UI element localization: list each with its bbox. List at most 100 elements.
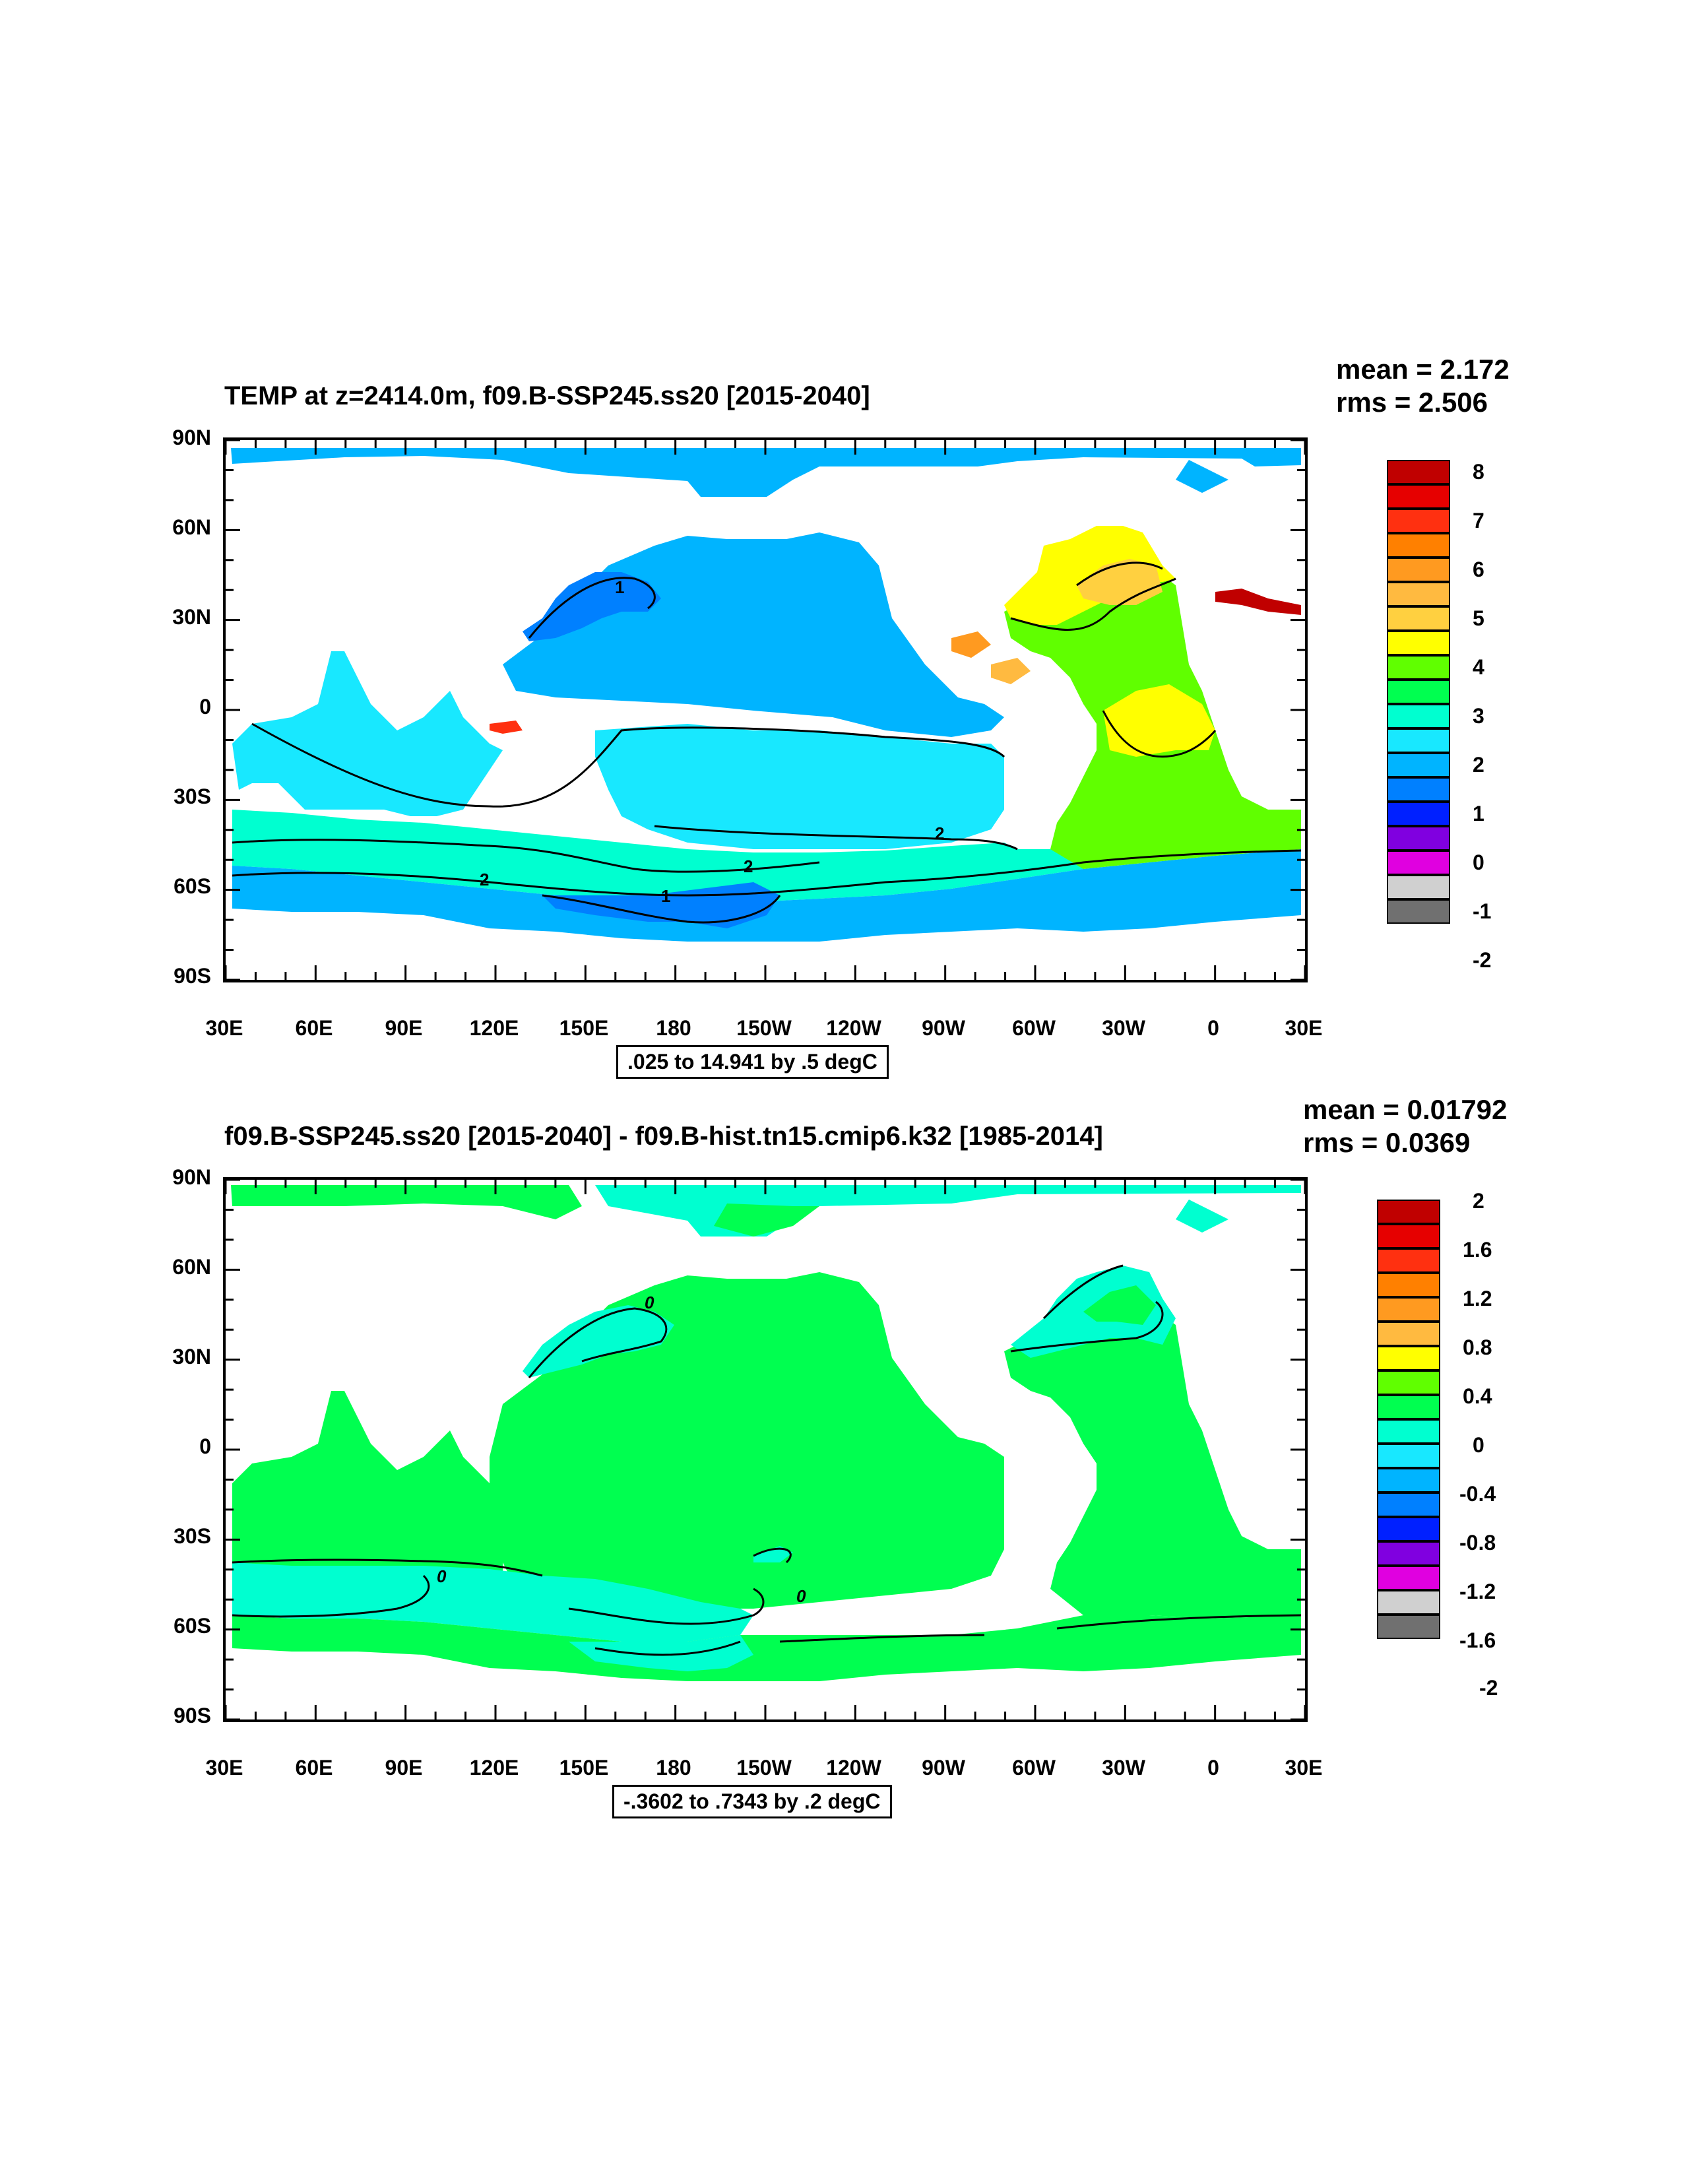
legend-label: 0 bbox=[1473, 1433, 1484, 1457]
lat-label: 30S bbox=[174, 785, 211, 808]
legend-swatch bbox=[1387, 558, 1450, 582]
lon-label: 150W bbox=[736, 1016, 792, 1040]
rms-value: rms = 2.506 bbox=[1336, 387, 1488, 418]
lat-label: 0 bbox=[199, 1434, 211, 1458]
lat-label: 60N bbox=[172, 1255, 211, 1279]
contour-label: 0 bbox=[796, 1586, 806, 1606]
lon-label: 120E bbox=[469, 1756, 519, 1780]
lat-label: 60S bbox=[174, 1614, 211, 1638]
legend-swatch bbox=[1377, 1224, 1440, 1248]
legend-swatch bbox=[1377, 1566, 1440, 1590]
contour-label: 0 bbox=[437, 1566, 447, 1586]
legend-swatch bbox=[1377, 1517, 1440, 1541]
lat-label: 60S bbox=[174, 874, 211, 898]
contour-line bbox=[594, 1640, 741, 1656]
legend-label: -1.6 bbox=[1459, 1628, 1496, 1652]
legend-swatch bbox=[1377, 1590, 1440, 1615]
legend-label: 2 bbox=[1473, 1189, 1484, 1213]
lat-label: 0 bbox=[199, 695, 211, 719]
legend-label: -1 bbox=[1473, 899, 1492, 923]
lon-label: 150W bbox=[736, 1756, 792, 1780]
contour-line bbox=[251, 723, 1005, 808]
legend-swatch bbox=[1377, 1615, 1440, 1639]
rms-value: rms = 0.0369 bbox=[1303, 1127, 1471, 1158]
legend-label: -0.4 bbox=[1459, 1482, 1496, 1506]
legend-swatch bbox=[1377, 1322, 1440, 1346]
ocean-southern bbox=[232, 849, 1301, 942]
legend-swatch bbox=[1387, 704, 1450, 728]
ocean-arctic bbox=[231, 1185, 582, 1219]
lon-label: 120W bbox=[826, 1016, 881, 1040]
lat-label: 30N bbox=[172, 605, 211, 629]
lat-label: 90N bbox=[172, 1165, 211, 1189]
ocean-north-pacific bbox=[503, 532, 1004, 737]
contour-line bbox=[1102, 710, 1217, 758]
contour-line bbox=[542, 894, 781, 924]
map-plot: 2 2 2 1 1 bbox=[223, 437, 1308, 982]
contour-range-label: .025 to 14.941 by .5 degC bbox=[616, 1045, 889, 1079]
lon-label: 60E bbox=[295, 1016, 333, 1040]
lon-label: 30E bbox=[205, 1016, 243, 1040]
ocean-southern bbox=[232, 1615, 1301, 1681]
legend-swatch bbox=[1377, 1273, 1440, 1297]
lon-label: 0 bbox=[1207, 1016, 1219, 1040]
legend-swatch bbox=[1377, 1541, 1440, 1566]
ocean-atlantic bbox=[1004, 1315, 1301, 1619]
contour-line bbox=[1042, 1264, 1124, 1320]
legend-swatch bbox=[1387, 899, 1450, 924]
legend-swatch bbox=[1377, 1200, 1440, 1224]
contour-line bbox=[528, 1307, 668, 1378]
lon-label: 90W bbox=[922, 1756, 965, 1780]
legend-swatch bbox=[1387, 875, 1450, 899]
lon-label: 180 bbox=[656, 1756, 691, 1780]
lon-label: 90E bbox=[385, 1016, 423, 1040]
lon-label: 120E bbox=[469, 1016, 519, 1040]
legend-label: 7 bbox=[1473, 509, 1484, 532]
lon-label: 180 bbox=[656, 1016, 691, 1040]
legend-label: 3 bbox=[1473, 704, 1484, 728]
ocean-southern-cool bbox=[232, 1562, 753, 1642]
legend-swatch bbox=[1377, 1419, 1440, 1444]
contour-line bbox=[1076, 562, 1163, 587]
contour-label: 1 bbox=[615, 577, 624, 597]
ocean-arctic bbox=[231, 448, 1301, 497]
legend-swatch bbox=[1377, 1468, 1440, 1493]
legend-swatch bbox=[1387, 826, 1450, 851]
legend-swatch bbox=[1387, 777, 1450, 802]
legend-swatch bbox=[1387, 533, 1450, 558]
lon-label: 120W bbox=[826, 1756, 881, 1780]
ocean-atlantic-subpolar bbox=[1083, 1285, 1156, 1325]
ocean-pacific bbox=[490, 1272, 1004, 1609]
contour-label: 2 bbox=[480, 870, 489, 889]
legend-swatch bbox=[1377, 1493, 1440, 1517]
legend-label: 2 bbox=[1473, 753, 1484, 777]
lon-label: 30E bbox=[205, 1756, 243, 1780]
legend-swatch bbox=[1387, 802, 1450, 826]
legend-swatch bbox=[1387, 753, 1450, 777]
contour-label: 1 bbox=[661, 886, 670, 906]
legend-swatch bbox=[1387, 484, 1450, 509]
legend-label: 1.2 bbox=[1463, 1287, 1492, 1310]
legend-label: -1.2 bbox=[1459, 1580, 1496, 1603]
ocean-med bbox=[1215, 589, 1301, 615]
panel-title: TEMP at z=2414.0m, f09.B-SSP245.ss20 [20… bbox=[224, 381, 870, 410]
lon-label: 30W bbox=[1102, 1756, 1145, 1780]
contour-label: 0 bbox=[645, 1293, 654, 1312]
contour-line bbox=[1056, 1614, 1302, 1630]
legend-swatch bbox=[1377, 1297, 1440, 1322]
panel-title: f09.B-SSP245.ss20 [2015-2040] - f09.B-hi… bbox=[224, 1122, 1103, 1151]
legend-swatch bbox=[1387, 851, 1450, 875]
lon-label: 30W bbox=[1102, 1016, 1145, 1040]
map-canvas: 0 0 0 bbox=[226, 1180, 1305, 1719]
lat-label: 90N bbox=[172, 426, 211, 449]
axis-ticks bbox=[226, 440, 1305, 980]
legend-swatch bbox=[1387, 509, 1450, 533]
contour-line bbox=[232, 1574, 430, 1618]
legend-swatch bbox=[1377, 1444, 1440, 1468]
legend-label: 4 bbox=[1473, 655, 1484, 679]
legend-swatch bbox=[1377, 1248, 1440, 1273]
ocean-southeast-pacific-cool bbox=[753, 1546, 793, 1562]
legend-label-bottom: -2 bbox=[1479, 1676, 1498, 1700]
lat-label: 60N bbox=[172, 515, 211, 539]
contour-line bbox=[232, 1558, 543, 1577]
